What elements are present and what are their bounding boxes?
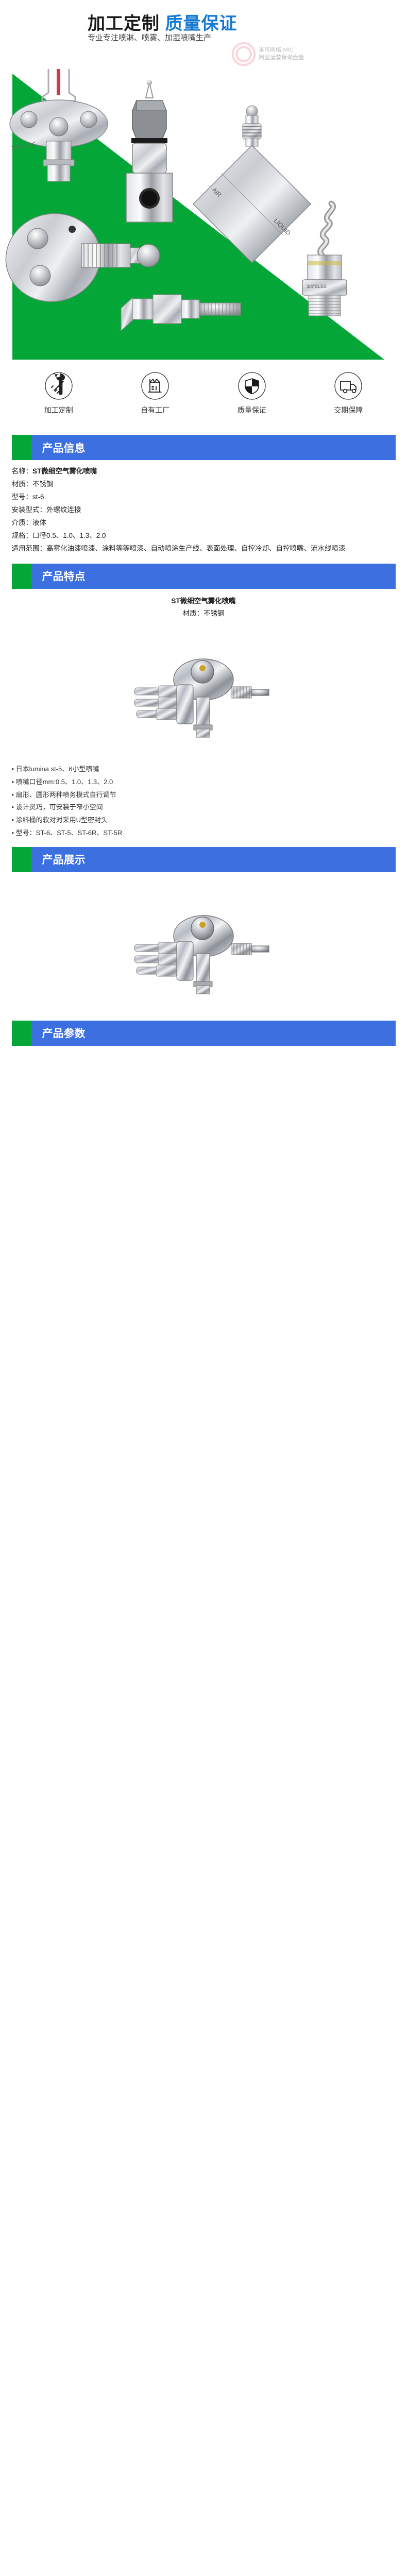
svg-text:3/4"SLSS: 3/4"SLSS <box>307 284 327 289</box>
svg-text:1.7/10-68℃: 1.7/10-68℃ <box>11 142 36 150</box>
